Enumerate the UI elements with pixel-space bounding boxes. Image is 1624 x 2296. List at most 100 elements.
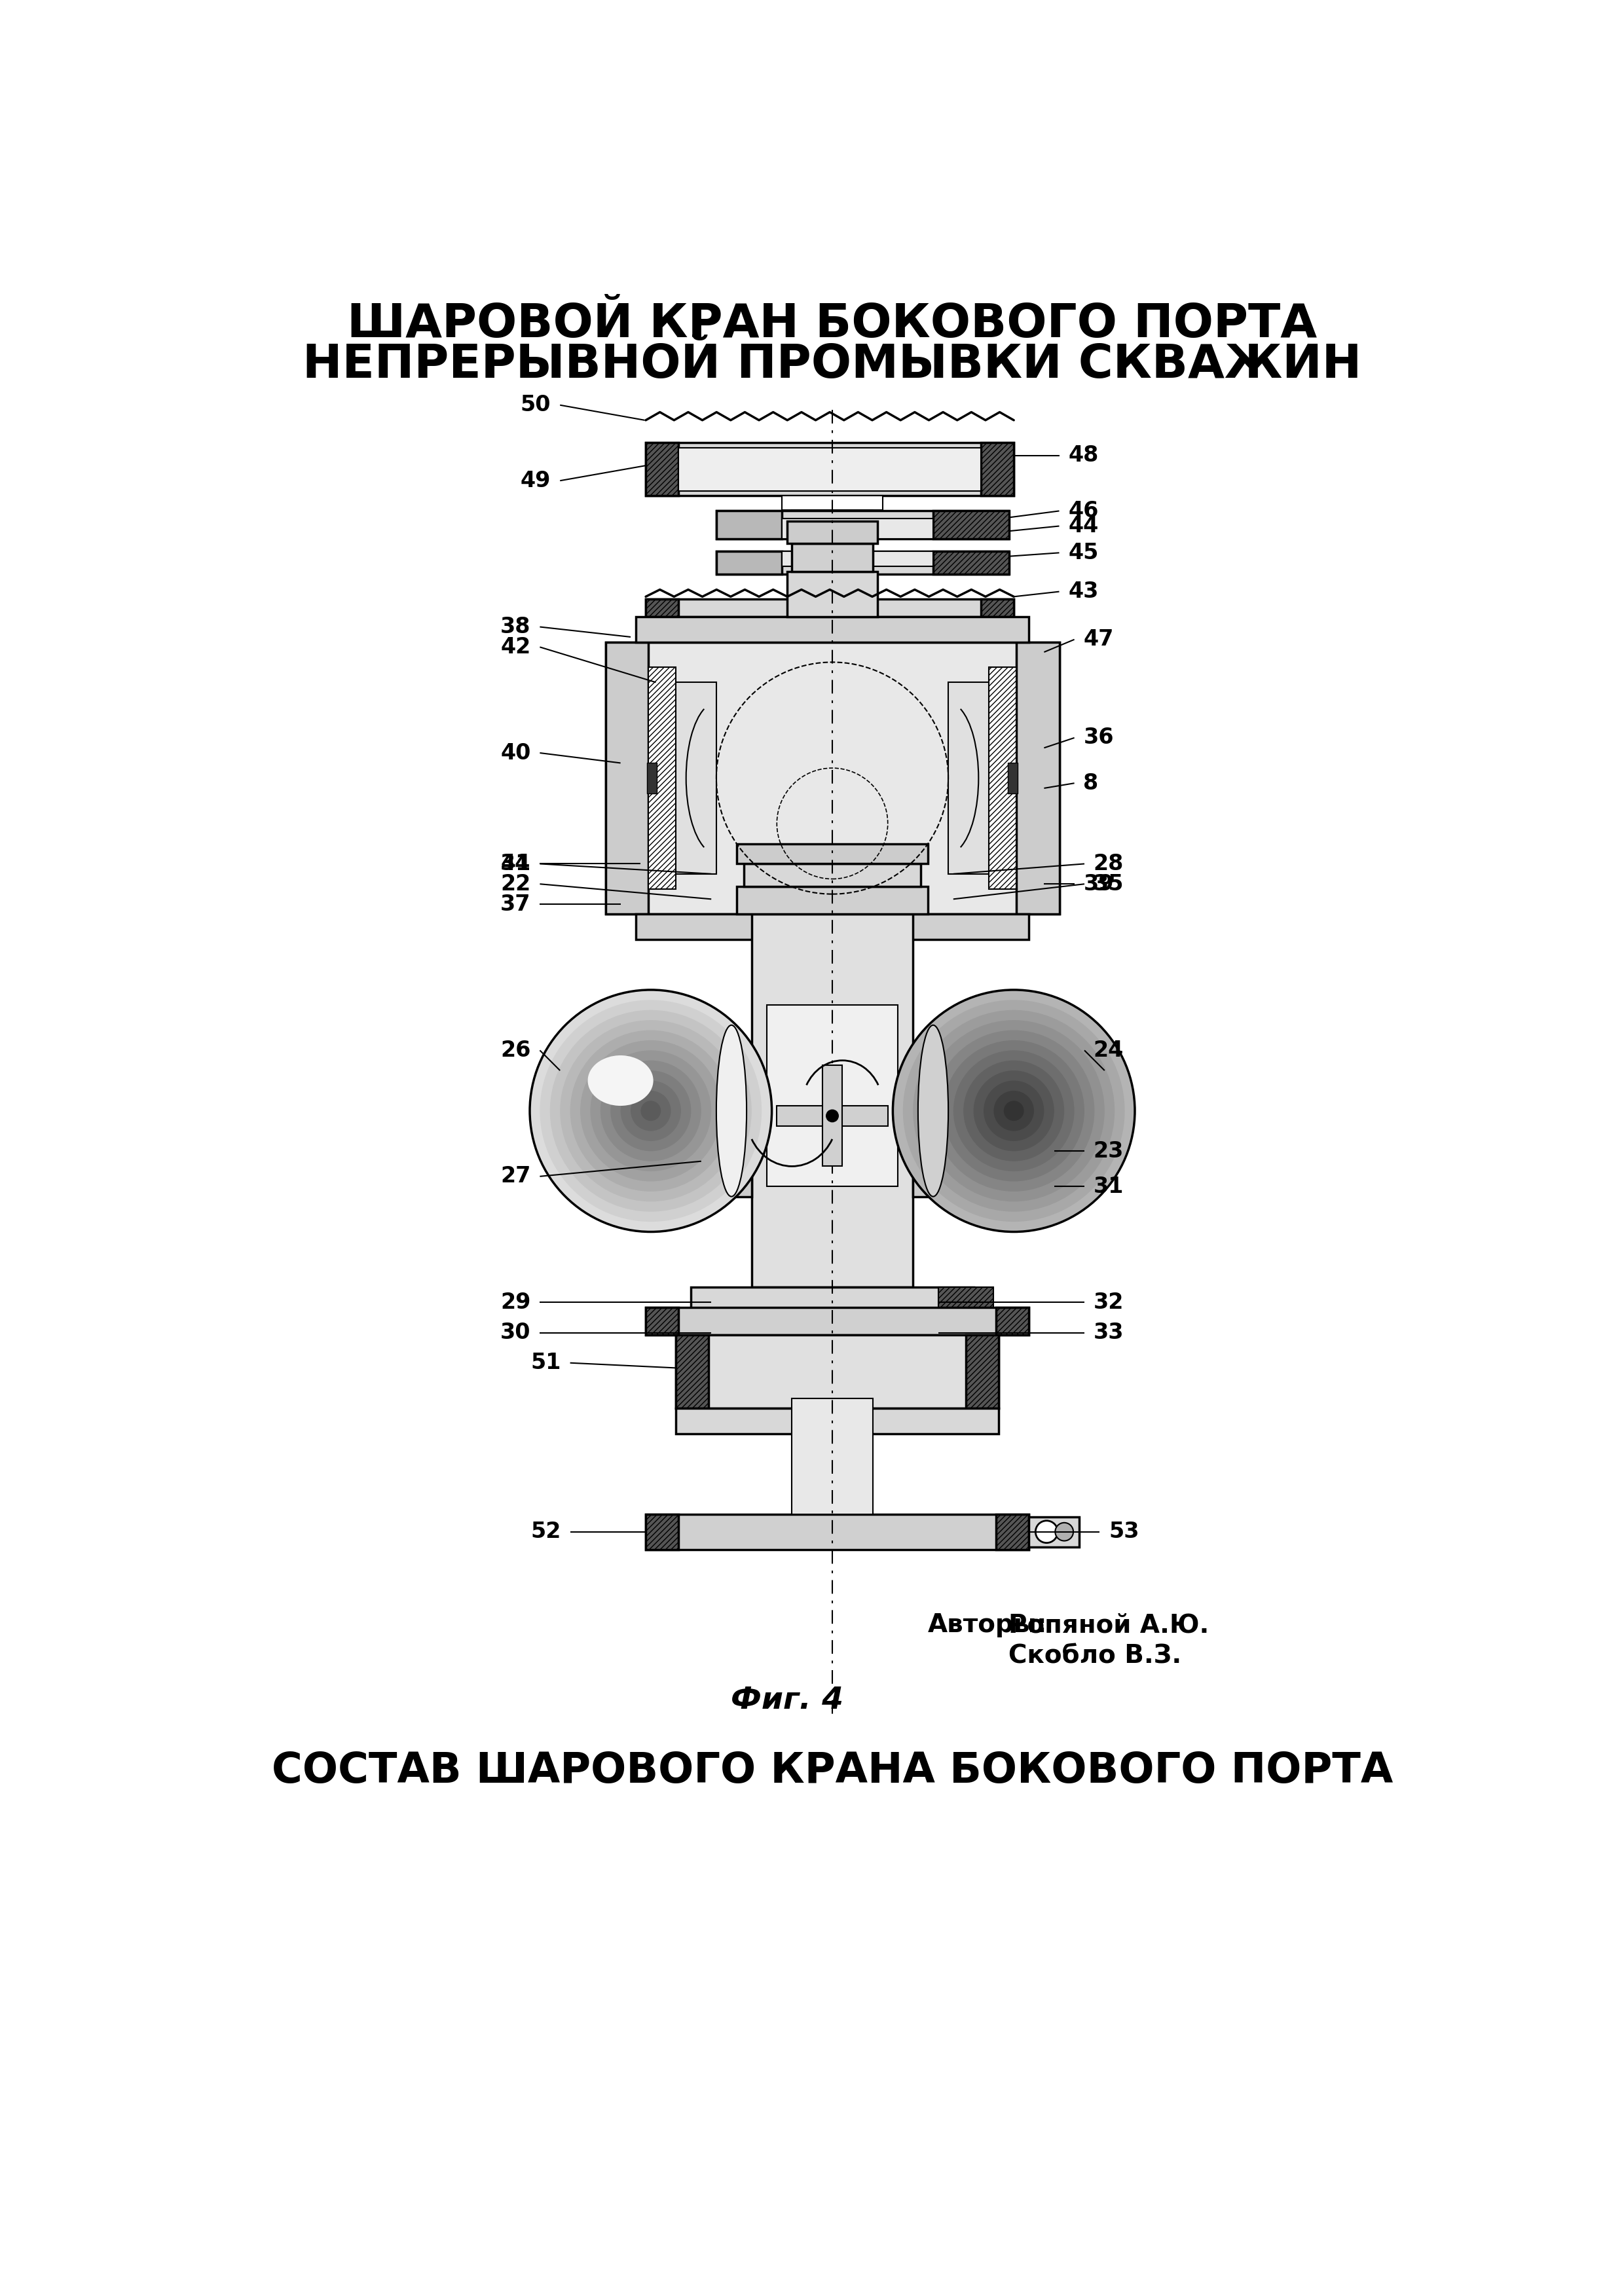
Bar — [934, 512, 1009, 540]
Ellipse shape — [620, 1081, 680, 1141]
Ellipse shape — [601, 1061, 702, 1162]
Text: 41: 41 — [500, 854, 531, 875]
Text: 49: 49 — [521, 471, 551, 491]
Bar — [793, 1398, 872, 1513]
Ellipse shape — [918, 1024, 948, 1196]
Bar — [934, 551, 1009, 574]
Text: 31: 31 — [1093, 1176, 1124, 1196]
Bar — [711, 1166, 752, 1196]
Bar — [781, 496, 883, 510]
Text: 26: 26 — [500, 1040, 531, 1061]
Bar — [793, 544, 872, 572]
Bar — [752, 914, 913, 1288]
Text: 53: 53 — [1109, 1520, 1138, 1543]
Text: 30: 30 — [500, 1322, 531, 1343]
Text: 39: 39 — [1083, 872, 1114, 895]
Text: 22: 22 — [500, 872, 531, 895]
Ellipse shape — [893, 990, 1135, 1233]
Bar — [939, 1316, 994, 1348]
Circle shape — [1056, 1522, 1073, 1541]
Bar — [981, 599, 1013, 618]
Bar — [646, 1513, 679, 1550]
Text: 38: 38 — [500, 615, 531, 638]
Text: 37: 37 — [500, 893, 531, 914]
Ellipse shape — [973, 1070, 1054, 1150]
Text: 52: 52 — [531, 1520, 560, 1543]
Ellipse shape — [630, 1091, 671, 1132]
Bar — [913, 1166, 953, 1196]
Bar — [679, 448, 981, 491]
Bar — [635, 914, 1030, 939]
Ellipse shape — [529, 990, 771, 1233]
Text: Ропяной А.Ю.: Ропяной А.Ю. — [1009, 1612, 1210, 1637]
Text: Фиг. 4: Фиг. 4 — [731, 1685, 843, 1715]
Bar — [1009, 762, 1018, 792]
Text: НЕПРЕРЫВНОЙ ПРОМЫВКИ СКВАЖИН: НЕПРЕРЫВНОЙ ПРОМЫВКИ СКВАЖИН — [302, 342, 1363, 388]
Bar — [606, 643, 1059, 914]
Bar — [676, 1336, 708, 1407]
Bar — [676, 1407, 999, 1433]
Bar — [646, 599, 1013, 618]
Ellipse shape — [641, 1100, 661, 1120]
Bar — [648, 668, 676, 889]
Text: 8: 8 — [1083, 771, 1098, 794]
Bar — [646, 1306, 1030, 1336]
Bar — [716, 512, 781, 540]
Circle shape — [1036, 1520, 1057, 1543]
Bar — [788, 521, 877, 544]
Ellipse shape — [539, 1001, 762, 1221]
Ellipse shape — [913, 1010, 1114, 1212]
Ellipse shape — [590, 1049, 711, 1171]
Text: 28: 28 — [1093, 854, 1124, 875]
Ellipse shape — [903, 1001, 1125, 1221]
Ellipse shape — [963, 1061, 1064, 1162]
Ellipse shape — [934, 1031, 1095, 1192]
Bar — [966, 1336, 999, 1407]
Bar — [606, 643, 648, 914]
Text: 40: 40 — [500, 742, 531, 765]
Ellipse shape — [588, 1056, 653, 1107]
Text: 46: 46 — [1069, 501, 1099, 521]
Bar — [646, 762, 656, 792]
Bar — [822, 1065, 843, 1166]
Bar — [646, 443, 679, 496]
Bar — [788, 572, 877, 618]
Bar — [939, 1288, 994, 1316]
Ellipse shape — [953, 1049, 1075, 1171]
Bar — [676, 1336, 999, 1407]
Text: 24: 24 — [1093, 1040, 1124, 1061]
Ellipse shape — [580, 1040, 721, 1182]
Bar — [793, 985, 872, 1003]
Text: 42: 42 — [500, 636, 531, 659]
Ellipse shape — [570, 1031, 731, 1192]
Bar — [737, 843, 927, 863]
Text: 29: 29 — [500, 1293, 531, 1313]
Text: СОСТАВ ШАРОВОГО КРАНА БОКОВОГО ПОРТА: СОСТАВ ШАРОВОГО КРАНА БОКОВОГО ПОРТА — [271, 1752, 1393, 1791]
Ellipse shape — [716, 1024, 747, 1196]
Ellipse shape — [944, 1040, 1085, 1182]
Bar — [788, 939, 877, 985]
Bar — [737, 1348, 927, 1373]
Text: 45: 45 — [1069, 542, 1099, 563]
Ellipse shape — [551, 1010, 752, 1212]
Circle shape — [827, 1109, 838, 1123]
Text: ШАРОВОЙ КРАН БОКОВОГО ПОРТА: ШАРОВОЙ КРАН БОКОВОГО ПОРТА — [348, 301, 1317, 347]
Ellipse shape — [994, 1091, 1034, 1132]
Bar — [716, 551, 1009, 574]
Text: 32: 32 — [1093, 1293, 1124, 1313]
Bar — [744, 863, 921, 886]
Text: 47: 47 — [1083, 629, 1114, 650]
Bar — [981, 443, 1013, 496]
Text: 34: 34 — [500, 854, 531, 875]
Bar — [646, 1513, 1030, 1550]
Text: 35: 35 — [1093, 872, 1124, 895]
Bar — [989, 668, 1017, 889]
Bar — [716, 512, 1009, 540]
Ellipse shape — [922, 1019, 1104, 1201]
Bar — [676, 682, 716, 875]
Bar — [646, 1306, 679, 1336]
Bar — [781, 519, 934, 540]
Text: 36: 36 — [1083, 728, 1114, 748]
Bar — [692, 1288, 973, 1316]
Text: 27: 27 — [500, 1166, 531, 1187]
